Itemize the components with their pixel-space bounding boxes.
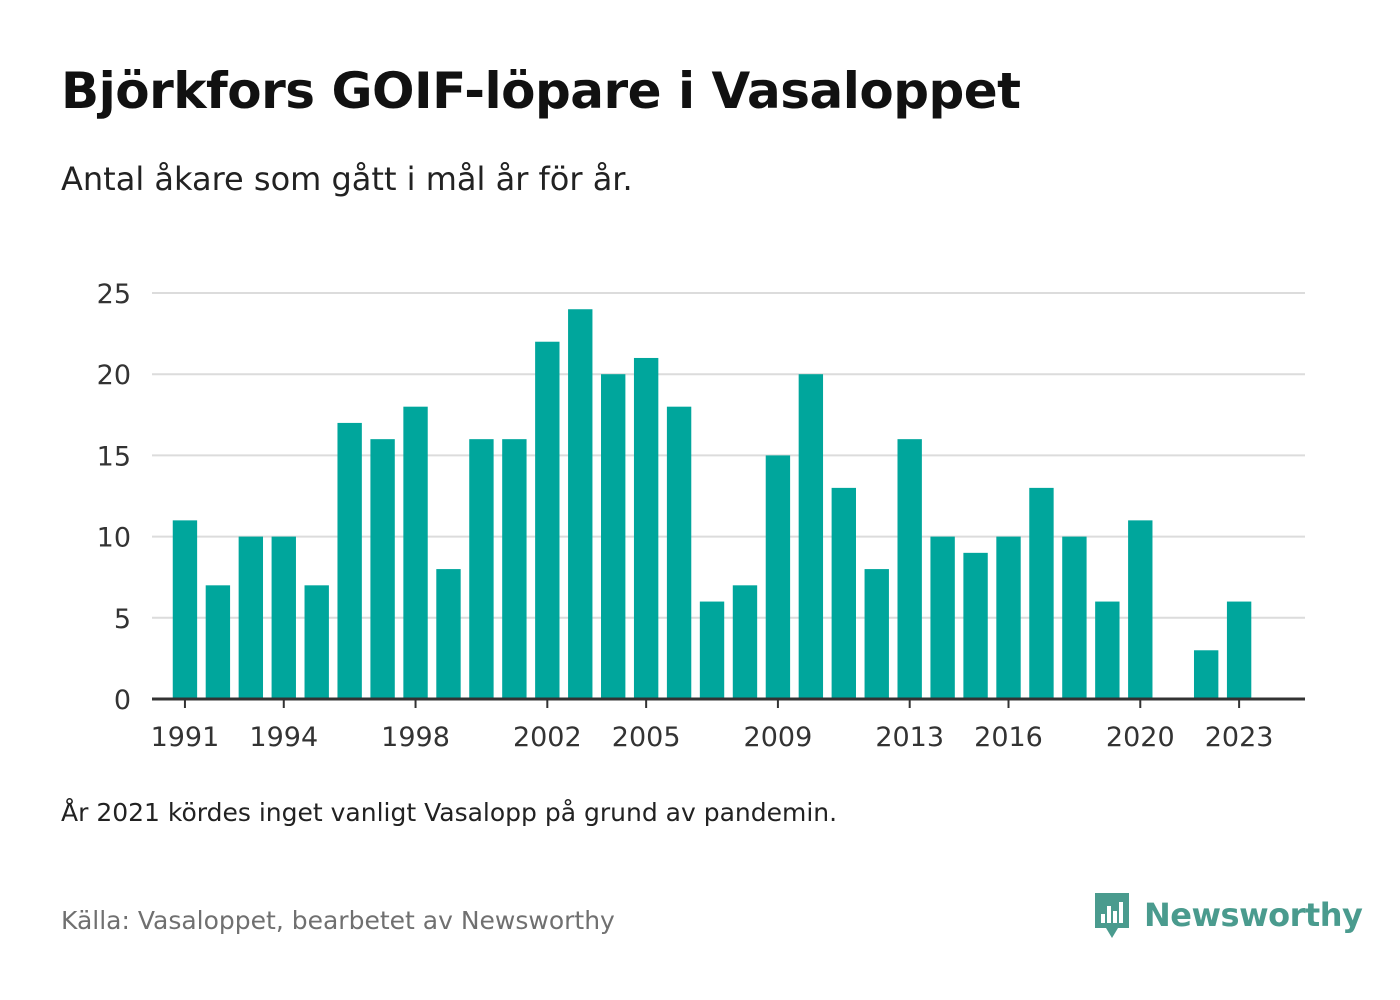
bar-2023 xyxy=(1226,601,1252,699)
y-tick-label: 5 xyxy=(114,604,131,635)
bar-2015 xyxy=(963,552,988,699)
x-tick-label: 2005 xyxy=(612,722,681,753)
bar-2008 xyxy=(732,585,758,699)
bar-2001 xyxy=(502,439,527,699)
chart-subtitle: Antal åkare som gått i mål år för år. xyxy=(61,160,633,198)
newsworthy-brand: Newsworthy xyxy=(1092,890,1363,940)
bar-2006 xyxy=(666,406,692,699)
bar-1998 xyxy=(403,406,428,699)
bar-2010 xyxy=(798,374,824,699)
y-tick-label: 10 xyxy=(97,523,131,554)
newsworthy-logo-icon xyxy=(1095,893,1129,938)
x-tick-label: 2009 xyxy=(744,722,813,753)
bar-1995 xyxy=(304,585,329,699)
bar-2005 xyxy=(633,357,659,699)
bar-2018 xyxy=(1062,536,1087,699)
y-tick-label: 15 xyxy=(97,441,131,472)
bar-2011 xyxy=(831,487,856,699)
source-credit: Källa: Vasaloppet, bearbetet av Newswort… xyxy=(61,906,615,935)
chart-title: Björkfors GOIF-löpare i Vasaloppet xyxy=(61,62,1021,120)
x-tick-label: 2016 xyxy=(974,722,1043,753)
y-tick-label: 0 xyxy=(114,685,131,716)
bar-1997 xyxy=(370,439,395,699)
bar-2016 xyxy=(996,536,1021,699)
bar-2013 xyxy=(897,439,922,699)
bar-2002 xyxy=(535,341,560,699)
bar-2007 xyxy=(699,601,725,699)
bars xyxy=(172,309,1252,699)
bar-2009 xyxy=(765,455,791,699)
x-tick-label: 1998 xyxy=(381,722,450,753)
bar-2017 xyxy=(1029,487,1054,699)
chart-note: År 2021 kördes inget vanligt Vasalopp på… xyxy=(61,798,838,827)
bar-1993 xyxy=(238,536,264,699)
bar-2020 xyxy=(1128,520,1153,699)
bar-2003 xyxy=(568,309,593,699)
bar-1996 xyxy=(337,422,362,699)
y-tick-label: 25 xyxy=(97,279,131,310)
bar-2019 xyxy=(1095,601,1120,699)
bar-chart: 0 5 10 15 20 25 1991 1994 1998 2002 2005 2009 2013 20… xyxy=(97,279,1305,753)
x-tick-label: 2020 xyxy=(1106,722,1175,753)
axes: 0 5 10 15 20 25 1991 1994 1998 2002 2005 2009 2013 20… xyxy=(97,279,1305,753)
x-tick-label: 1991 xyxy=(151,722,220,753)
bar-2000 xyxy=(469,439,494,699)
bar-2012 xyxy=(864,569,889,699)
x-tick-label: 1994 xyxy=(249,722,318,753)
x-tick-label: 2023 xyxy=(1205,722,1274,753)
x-tick-label: 2002 xyxy=(513,722,582,753)
bar-1991 xyxy=(172,520,198,699)
bar-1999 xyxy=(436,569,461,699)
bar-2022 xyxy=(1193,650,1219,699)
bar-1994 xyxy=(271,536,296,699)
bar-2014 xyxy=(930,536,955,699)
brand-name: Newsworthy xyxy=(1144,896,1363,934)
y-tick-label: 20 xyxy=(97,360,131,391)
x-tick-label: 2013 xyxy=(875,722,944,753)
bar-2004 xyxy=(601,374,626,699)
bar-1992 xyxy=(205,585,231,699)
